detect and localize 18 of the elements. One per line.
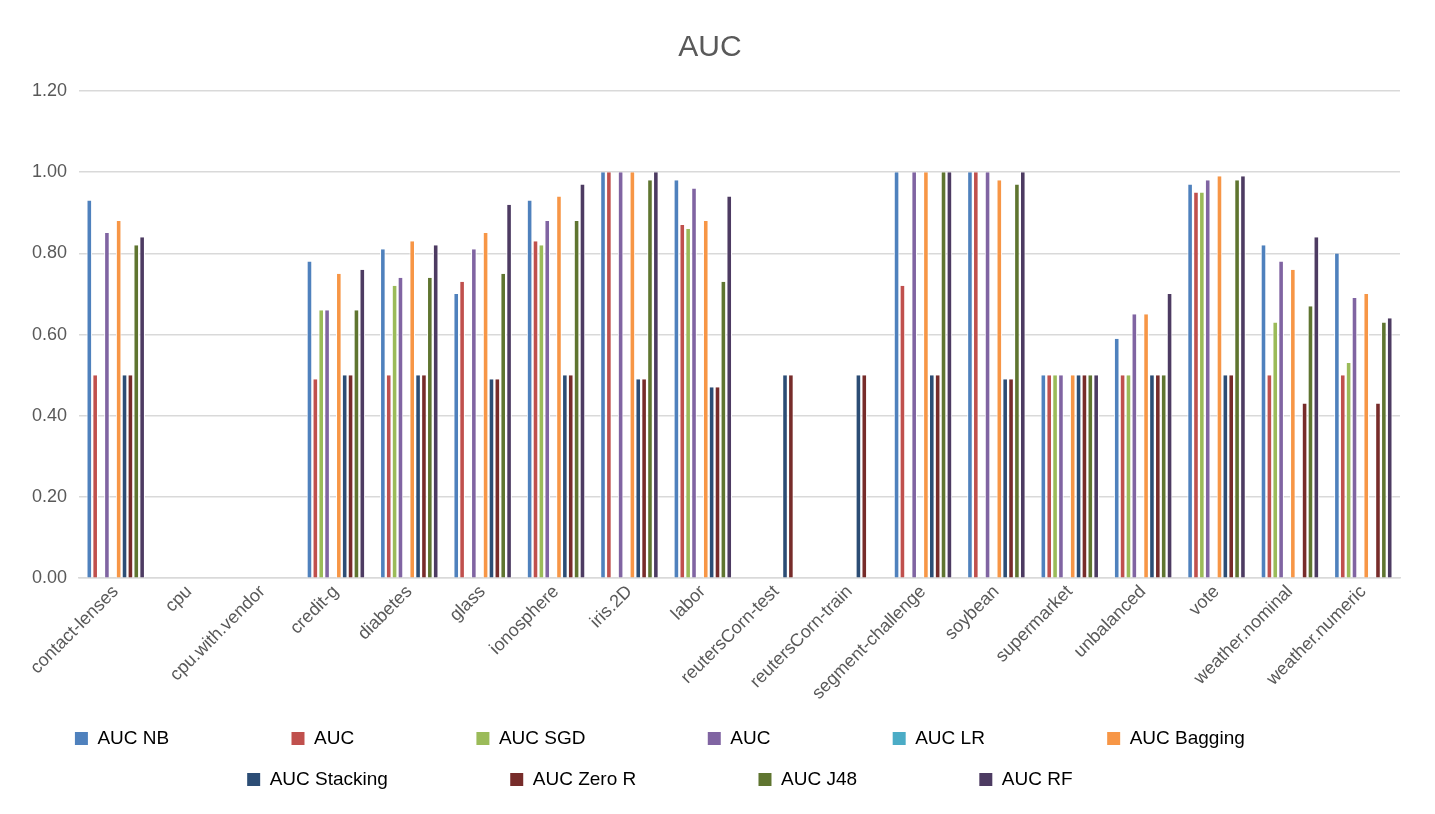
- y-tick-label: 0.40: [31, 404, 68, 425]
- legend-label: AUC SGD: [498, 726, 686, 748]
- legend-label: AUC RF: [1001, 767, 1173, 789]
- legend-label: AUC J48: [780, 767, 958, 789]
- legend-label: AUC: [730, 726, 871, 748]
- legend-label: AUC: [314, 726, 455, 748]
- legend-label: AUC NB: [97, 726, 270, 748]
- legend-label: AUC Stacking: [269, 767, 489, 789]
- y-tick-label: 0.00: [31, 567, 68, 588]
- legend-label: AUC Bagging: [1129, 726, 1346, 748]
- y-tick-label: 1.20: [31, 79, 68, 100]
- legend-label: AUC LR: [915, 726, 1086, 748]
- chart-title: AUC: [678, 29, 742, 63]
- y-tick-label: 0.20: [31, 485, 68, 506]
- y-tick-label: 1.00: [31, 161, 68, 182]
- y-tick-label: 0.80: [31, 242, 68, 263]
- y-tick-label: 0.60: [31, 323, 68, 344]
- legend-label: AUC Zero R: [532, 767, 737, 789]
